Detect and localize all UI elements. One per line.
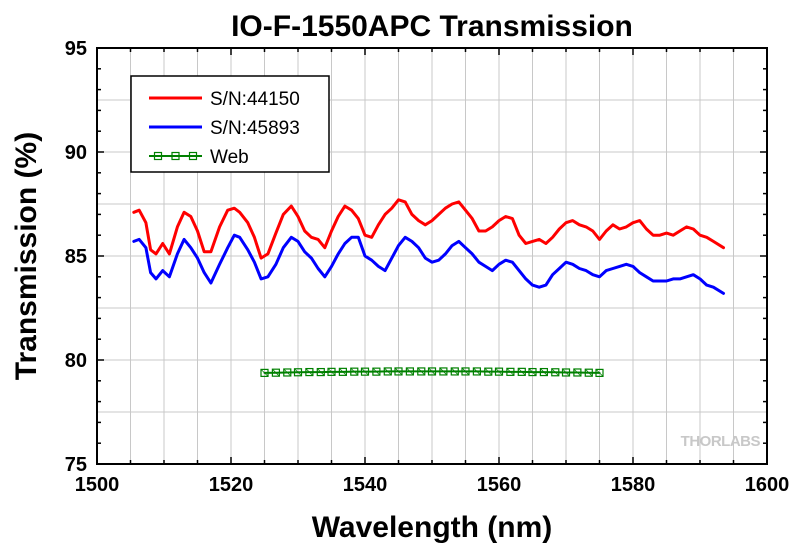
x-tick-label: 1600	[745, 474, 790, 496]
series-point	[484, 367, 493, 376]
legend-marker	[171, 151, 180, 161]
series-point	[427, 367, 437, 376]
series-point	[461, 367, 470, 376]
x-tick-label: 1560	[477, 474, 522, 496]
series-point-mark	[551, 368, 560, 377]
series-point-mark	[495, 367, 503, 376]
series-point-mark	[283, 368, 292, 377]
series-point	[360, 367, 370, 376]
series-point-mark	[394, 367, 403, 376]
series-point-mark	[327, 368, 336, 376]
series-point-mark	[517, 368, 526, 376]
series-point-mark	[584, 368, 593, 377]
series-point	[417, 367, 426, 376]
axis-ticks: 1500 1520 1540 1560 1580 1600 75 80 85 90 95	[65, 38, 790, 496]
series-point	[584, 368, 593, 377]
series-point	[305, 367, 314, 377]
x-tick-label: 1500	[75, 474, 120, 496]
x-tick-label: 1580	[611, 474, 656, 496]
series-point-mark	[316, 368, 325, 376]
x-axis-title: Wavelength (nm)	[312, 511, 553, 544]
y-axis-title: Transmission (%)	[10, 132, 43, 380]
series-point-mark	[417, 367, 426, 376]
series-point	[472, 367, 481, 376]
series-point-mark	[473, 367, 481, 376]
series-point-mark	[272, 368, 280, 377]
legend-label: S/N:45893	[210, 118, 300, 139]
series-point	[539, 367, 548, 377]
series-point-mark	[350, 367, 359, 376]
series-point	[372, 367, 381, 376]
thorlabs-watermark: THORLABS	[681, 433, 761, 450]
series-point-mark	[540, 368, 548, 376]
series-point	[293, 368, 303, 377]
series-point-mark	[294, 368, 302, 377]
series-point	[561, 368, 571, 377]
series-point-mark	[573, 368, 582, 377]
series-point-mark	[383, 367, 392, 376]
series-point-mark	[461, 367, 470, 376]
series-point-mark	[595, 369, 604, 377]
legend-label: Web	[210, 147, 249, 168]
legend: S/N:44150 S/N:45893 Web	[130, 75, 330, 173]
y-tick-label: 75	[65, 454, 87, 476]
series-point-mark	[406, 367, 414, 376]
series-point	[517, 367, 526, 376]
series-point-mark	[450, 367, 459, 376]
series-layer	[132, 198, 725, 377]
series-point	[595, 368, 604, 377]
series-point	[350, 367, 359, 376]
series-point-mark	[506, 368, 515, 376]
y-tick-label: 90	[65, 142, 87, 164]
series-point-mark	[305, 368, 314, 376]
series-point-mark	[372, 367, 381, 376]
series-point	[528, 367, 537, 377]
series-point	[383, 367, 392, 376]
series-point	[506, 367, 515, 376]
series-line-2	[132, 233, 725, 295]
y-tick-label: 80	[65, 350, 87, 372]
legend-marker	[188, 151, 198, 161]
series-point-mark	[439, 367, 448, 376]
series-point	[283, 368, 292, 377]
series-point-mark	[484, 367, 493, 376]
series-line-1	[132, 198, 725, 260]
series-point	[338, 367, 347, 376]
series-point-mark	[528, 368, 537, 376]
series-point	[573, 368, 582, 377]
legend-label: S/N:44150	[210, 89, 300, 110]
legend-marker	[153, 151, 163, 161]
series-point	[260, 368, 269, 377]
series-point	[327, 367, 336, 376]
series-point	[271, 368, 280, 377]
series-point-mark	[260, 369, 269, 377]
series-point	[494, 367, 504, 376]
x-tick-label: 1540	[343, 474, 388, 496]
series-point-mark	[339, 368, 347, 376]
series-point	[551, 368, 560, 377]
series-point-mark	[361, 367, 369, 376]
series-point	[316, 367, 325, 377]
series-point-mark	[562, 368, 570, 377]
x-tick-label: 1520	[209, 474, 254, 496]
series-point	[439, 367, 448, 376]
series-point	[405, 367, 414, 376]
series-point	[394, 367, 403, 376]
y-tick-label: 95	[65, 38, 87, 60]
chart-title: IO-F-1550APC Transmission	[231, 10, 633, 43]
y-tick-label: 85	[65, 246, 87, 268]
series-point-mark	[428, 367, 436, 376]
series-point	[450, 367, 459, 376]
